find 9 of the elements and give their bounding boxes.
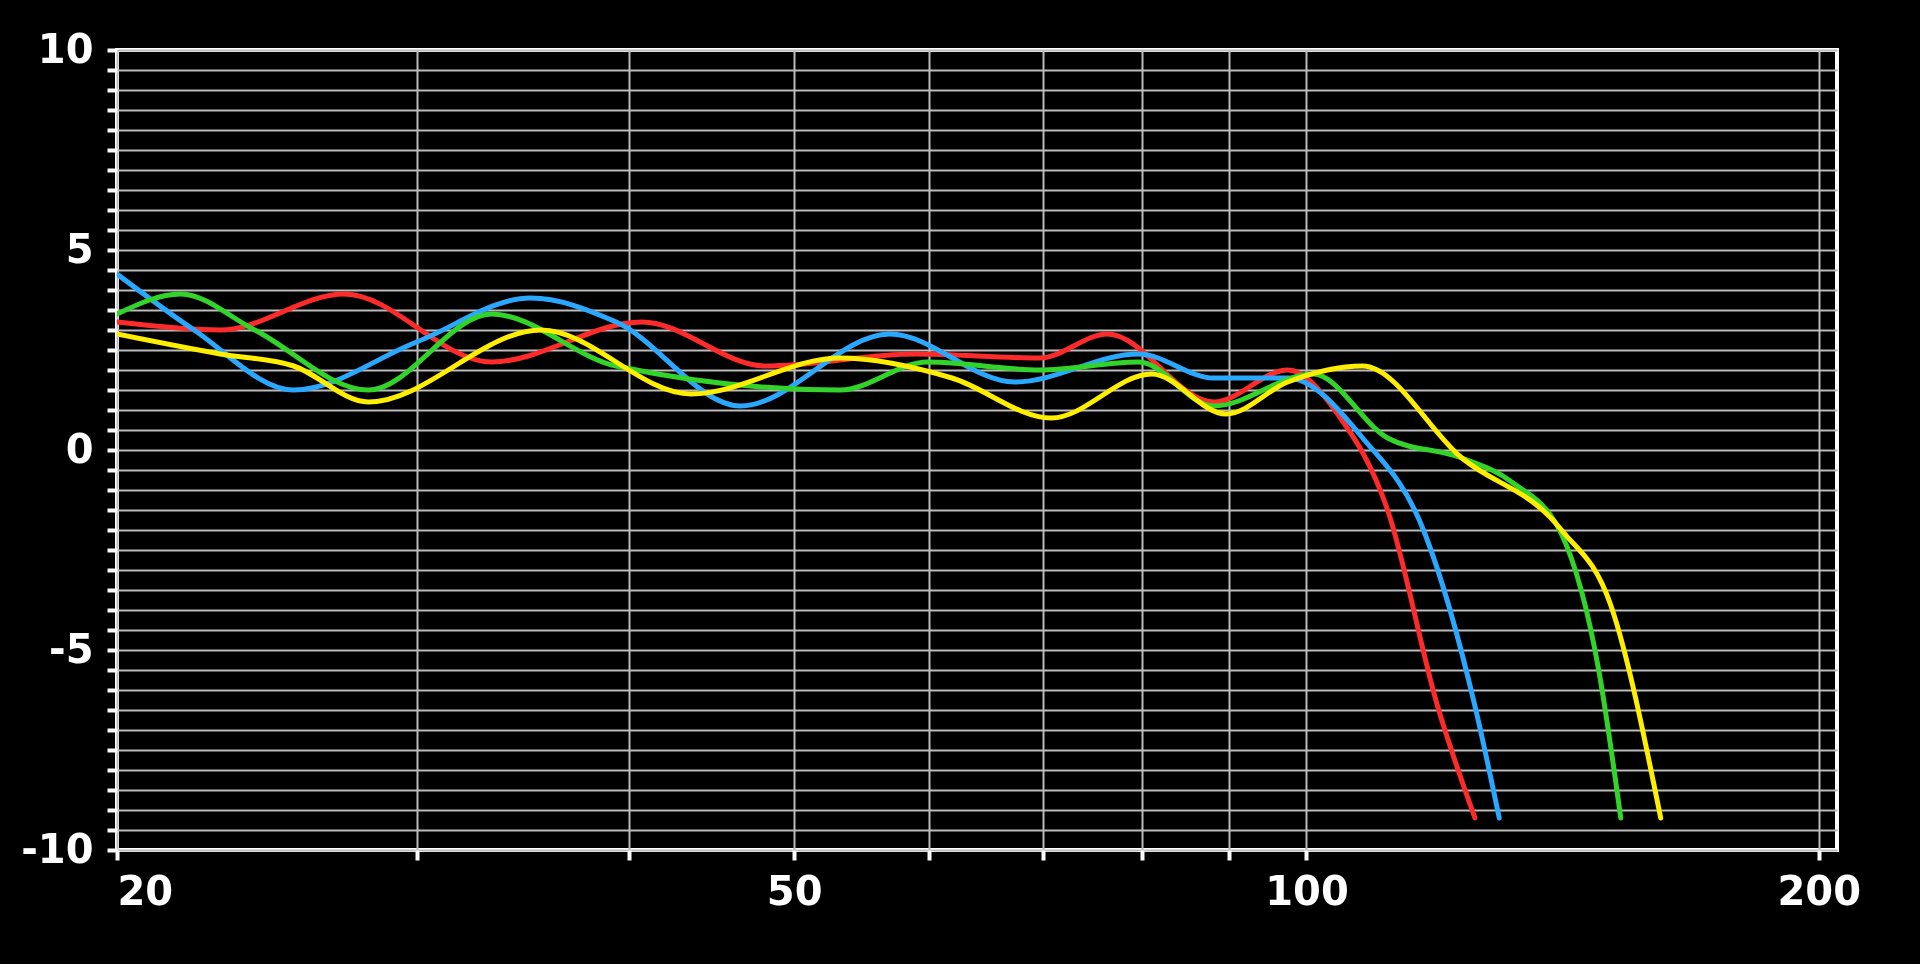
- y-tick-label: 0: [65, 425, 94, 472]
- x-tick-label: 100: [1265, 867, 1349, 914]
- y-tick-label: 10: [37, 25, 94, 72]
- x-tick-label: 20: [117, 867, 174, 914]
- y-tick-label: -5: [49, 625, 94, 672]
- y-tick-label: -10: [21, 825, 94, 872]
- x-tick-label: 50: [766, 867, 823, 914]
- x-tick-label: 200: [1777, 867, 1861, 914]
- y-tick-label: 5: [65, 225, 94, 272]
